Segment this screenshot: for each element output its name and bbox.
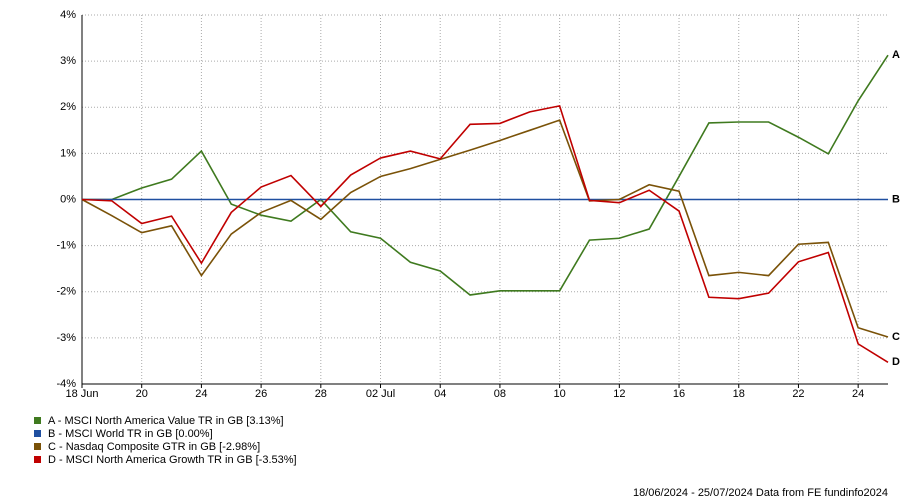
x-tick-label: 04 [434,388,446,400]
end-label: B [892,193,900,205]
x-tick-label: 02 Jul [366,388,395,400]
y-tick-label: 3% [60,55,76,67]
x-tick-label: 16 [673,388,685,400]
y-tick-label: -4% [56,378,76,390]
x-tick-label: 08 [494,388,506,400]
y-tick-label: -1% [56,240,76,252]
line [81,104,889,364]
legend-swatch [34,417,41,424]
y-tick-label: 2% [60,101,76,113]
x-tick-label: 18 [733,388,745,400]
legend-label: D - MSCI North America Growth TR in GB [… [48,454,297,466]
x-tick-label: 22 [792,388,804,400]
x-tick-label: 20 [136,388,148,400]
end-label: A [892,49,900,61]
legend-swatch [34,430,41,437]
x-tick-label: 26 [255,388,267,400]
legend-label: C - Nasdaq Composite GTR in GB [-2.98%] [48,441,260,453]
y-tick-label: -3% [56,332,76,344]
legend-swatch [34,456,41,463]
footer: 18/06/2024 - 25/07/2024 Data from FE fun… [633,487,888,499]
legend-label: A - MSCI North America Value TR in GB [3… [48,415,284,427]
legend-label: B - MSCI World TR in GB [0.00%] [48,428,213,440]
y-tick-label: 1% [60,147,76,159]
x-tick-label: 24 [852,388,864,400]
y-tick-label: -2% [56,286,76,298]
line [82,54,889,296]
line [81,119,889,338]
legend-swatch [34,443,41,450]
end-label: D [892,356,900,368]
x-tick-label: 24 [195,388,207,400]
x-tick-label: 28 [315,388,327,400]
y-tick-label: 0% [60,193,76,205]
x-tick-label: 18 Jun [65,388,98,400]
x-tick-label: 12 [613,388,625,400]
y-tick-label: 4% [60,9,76,21]
x-tick-label: 10 [554,388,566,400]
end-label: C [892,331,900,343]
